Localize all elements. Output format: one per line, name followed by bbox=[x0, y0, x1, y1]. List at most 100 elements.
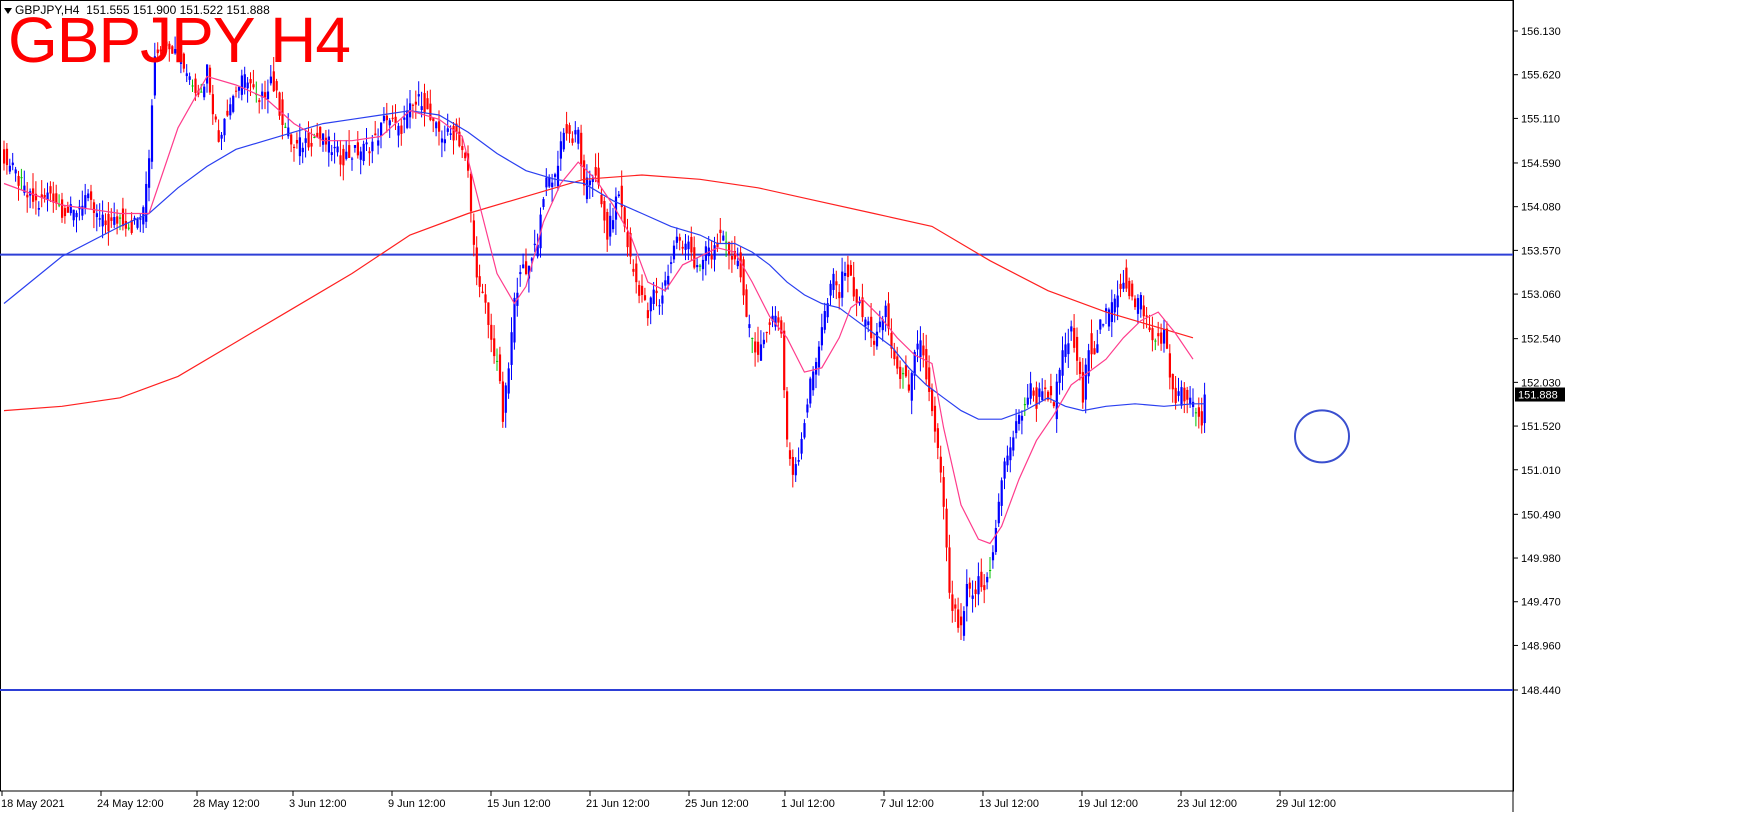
candle-body bbox=[165, 41, 168, 47]
candle-body bbox=[1157, 333, 1160, 337]
candle-body bbox=[728, 242, 731, 255]
candle-body bbox=[249, 79, 252, 84]
candle-body bbox=[1090, 333, 1093, 355]
candle-body bbox=[678, 237, 681, 241]
close-value: 151.888 bbox=[226, 3, 270, 17]
y-tick-label: 154.590 bbox=[1521, 158, 1561, 170]
candle-body bbox=[1044, 387, 1047, 390]
candle-body bbox=[1099, 319, 1102, 330]
candle-body bbox=[803, 423, 806, 438]
candle-body bbox=[672, 245, 676, 260]
x-tick-label: 7 Jul 12:00 bbox=[880, 798, 934, 810]
candle-body bbox=[455, 123, 458, 132]
candle-body bbox=[913, 351, 916, 376]
candle-body bbox=[403, 117, 406, 120]
candle-body bbox=[107, 213, 110, 232]
candle-body bbox=[580, 132, 583, 167]
candle-body bbox=[1078, 361, 1082, 375]
candle-body bbox=[261, 91, 264, 98]
candle-body bbox=[1154, 340, 1157, 342]
dropdown-triangle-icon[interactable] bbox=[4, 7, 12, 14]
candle-body bbox=[438, 121, 441, 132]
candle-body bbox=[301, 147, 304, 153]
candle-body bbox=[220, 134, 223, 139]
candle-body bbox=[49, 186, 52, 194]
candle-body bbox=[504, 385, 507, 413]
y-tick-label: 150.490 bbox=[1521, 509, 1561, 521]
candle-body bbox=[461, 145, 464, 151]
candle-body bbox=[374, 133, 377, 136]
candle-body bbox=[348, 145, 351, 158]
candle-body bbox=[359, 151, 362, 160]
candle-body bbox=[58, 204, 61, 206]
candle-body bbox=[948, 547, 951, 593]
candle-body bbox=[145, 183, 148, 222]
candle-body bbox=[530, 258, 533, 261]
candle-body bbox=[148, 158, 151, 188]
candle-body bbox=[342, 148, 345, 166]
candle-body bbox=[855, 289, 858, 303]
y-tick-label: 149.470 bbox=[1521, 597, 1561, 609]
candle-body bbox=[272, 71, 275, 92]
y-tick-label: 151.520 bbox=[1521, 421, 1561, 433]
candle-body bbox=[1197, 407, 1200, 417]
candle-body bbox=[432, 118, 435, 122]
candle-body bbox=[61, 199, 64, 218]
candle-body bbox=[777, 317, 780, 323]
candle-body bbox=[208, 67, 212, 93]
candle-body bbox=[771, 315, 774, 321]
candle-body bbox=[194, 78, 197, 94]
candle-body bbox=[864, 319, 867, 327]
candle-body bbox=[284, 126, 287, 128]
candle-body bbox=[1018, 415, 1021, 424]
candle-body bbox=[1000, 480, 1003, 506]
candle-body bbox=[496, 360, 499, 362]
candle-body bbox=[791, 456, 794, 475]
candle-body bbox=[235, 90, 238, 92]
candle-body bbox=[870, 316, 873, 339]
y-tick-label: 149.980 bbox=[1521, 553, 1561, 565]
ma-fast-line bbox=[3, 75, 1194, 545]
candle-body bbox=[556, 165, 560, 187]
y-tick-label: 148.440 bbox=[1521, 685, 1561, 697]
candle-body bbox=[794, 464, 797, 476]
candle-body bbox=[200, 91, 203, 93]
candle-body bbox=[1148, 327, 1151, 331]
candle-body bbox=[388, 120, 391, 126]
candle-body bbox=[1096, 344, 1099, 353]
candle-body bbox=[365, 142, 368, 145]
candle-body bbox=[762, 339, 765, 345]
candle-body bbox=[229, 104, 232, 116]
candle-body bbox=[626, 232, 629, 248]
candle-body bbox=[417, 94, 420, 97]
candle-body bbox=[867, 321, 870, 326]
candle-body bbox=[449, 133, 452, 135]
candle-body bbox=[623, 207, 626, 227]
candle-body bbox=[884, 305, 887, 318]
candle-body bbox=[1006, 455, 1009, 466]
candle-body bbox=[119, 217, 122, 219]
candle-body bbox=[258, 100, 261, 103]
candle-body bbox=[252, 84, 255, 88]
candle-body bbox=[977, 576, 980, 595]
candle-body bbox=[687, 241, 690, 250]
candle-body bbox=[800, 438, 803, 454]
candle-body bbox=[852, 277, 855, 297]
ma-mid-line bbox=[3, 110, 1205, 420]
candle-body bbox=[159, 49, 162, 52]
candle-body bbox=[754, 341, 757, 353]
candle-body bbox=[72, 209, 75, 221]
candle-body bbox=[797, 460, 800, 462]
candle-body bbox=[878, 321, 881, 328]
candle-body bbox=[345, 151, 348, 159]
candle-body bbox=[989, 570, 992, 572]
candle-body bbox=[293, 146, 296, 149]
candle-body bbox=[1113, 298, 1116, 313]
candle-body bbox=[81, 205, 84, 216]
candle-body bbox=[1116, 295, 1119, 308]
candle-body bbox=[510, 332, 513, 365]
candle-body bbox=[748, 324, 751, 329]
candle-body bbox=[1093, 348, 1096, 355]
